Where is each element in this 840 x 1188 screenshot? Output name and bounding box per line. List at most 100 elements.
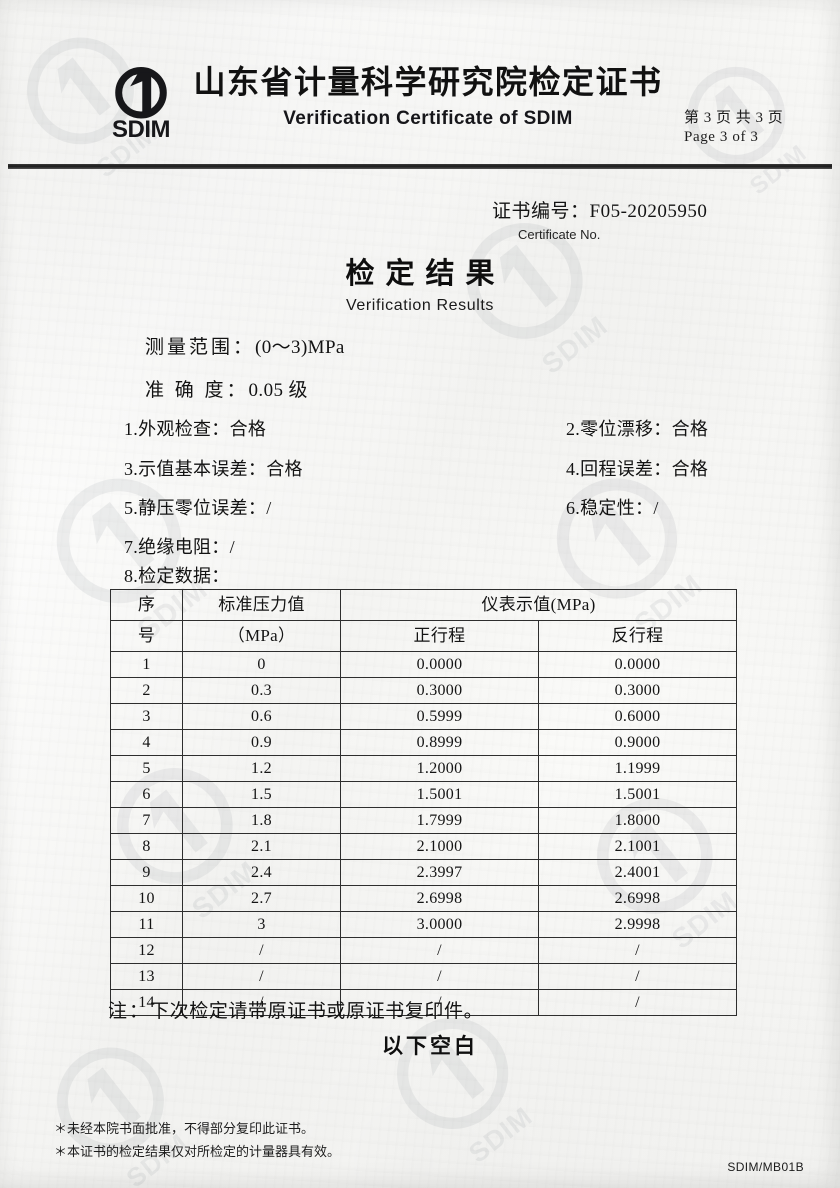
- header-forward: 正行程: [340, 620, 539, 652]
- watermark-label: SDIM: [463, 1101, 539, 1169]
- table-row: 7 1.8 1.7999 1.8000: [110, 807, 738, 834]
- blank-below-notice: 以下空白: [382, 1034, 478, 1058]
- cell-seq: 1: [110, 651, 183, 678]
- cell-standard: 1.8: [182, 807, 341, 834]
- document-title-en: Verification Certificate of SDIM: [283, 108, 573, 129]
- certificate-number-label: 证书编号：: [492, 201, 590, 222]
- cell-forward: 1.2000: [340, 755, 539, 782]
- header-reverse: 反行程: [537, 620, 738, 652]
- cell-forward: 0.5999: [340, 703, 539, 730]
- table-row: 10 2.7 2.6998 2.6998: [110, 885, 738, 912]
- header-standard-line2: （MPa）: [182, 620, 341, 652]
- header-seq-line2: 号: [110, 620, 183, 652]
- cell-seq: 5: [110, 755, 183, 782]
- cell-standard: 1.5: [182, 781, 341, 808]
- table-row: 3 0.6 0.5999 0.6000: [110, 703, 738, 730]
- result-item-label: 零位漂移：: [580, 419, 672, 439]
- result-item-4: 4.回程误差：合格: [566, 455, 708, 481]
- accuracy-label: 准 确 度：: [145, 380, 249, 401]
- cell-reverse: /: [537, 989, 738, 1016]
- table-row: 4 0.9 0.8999 0.9000: [110, 729, 738, 756]
- cell-seq: 2: [110, 677, 183, 704]
- measurement-range-value: (0～3)MPa: [255, 337, 345, 358]
- cell-forward: 3.0000: [340, 911, 539, 938]
- result-item-value: 合格: [671, 459, 709, 479]
- result-item-value: /: [266, 498, 272, 518]
- sdim-logo: SDIM: [103, 66, 179, 143]
- verification-data-table: 序 标准压力值 仪表示值(MPa) 号 （MPa） 正行程 反行程 1 0 0.…: [110, 589, 738, 1016]
- result-item-label: 绝缘电阻：: [138, 537, 230, 557]
- cell-seq: 12: [110, 937, 183, 964]
- cell-seq: 6: [110, 781, 183, 808]
- result-item-value: /: [653, 498, 659, 518]
- cell-seq: 3: [110, 703, 183, 730]
- result-item-label: 外观检查：: [138, 419, 230, 439]
- cell-forward: 0.3000: [340, 677, 539, 704]
- cell-standard: 0.9: [182, 729, 341, 756]
- table-row: 5 1.2 1.2000 1.1999: [110, 755, 738, 782]
- footer-note-1: ＊未经本院书面批准，不得部分复印此证书。: [54, 1121, 315, 1136]
- result-item-7: 7.绝缘电阻：/: [124, 533, 235, 559]
- results-title-cn: 检定结果: [345, 258, 506, 290]
- cell-standard: 2.7: [182, 885, 341, 912]
- result-item-no: 6.: [566, 498, 581, 518]
- accuracy-value: 0.05 级: [248, 380, 308, 401]
- cell-forward: 2.6998: [340, 885, 539, 912]
- document-header: SDIM 山东省计量科学研究院检定证书 Verification Certifi…: [0, 0, 840, 169]
- measurement-range-label: 测量范围：: [145, 337, 256, 358]
- note-line: 注：下次检定请带原证书或原证书复印件。: [108, 996, 483, 1023]
- cell-standard: /: [182, 937, 341, 964]
- page-indicator-cn: 第 3 页 共 3 页: [684, 110, 784, 126]
- table-header-row-1: 序 标准压力值 仪表示值(MPa): [110, 589, 738, 621]
- cell-forward: /: [340, 937, 539, 964]
- table-row: 11 3 3.0000 2.9998: [110, 911, 738, 938]
- cell-seq: 9: [110, 859, 183, 886]
- result-item-6: 6.稳定性：/: [566, 494, 659, 520]
- note-text: 下次检定请带原证书或原证书复印件。: [150, 1001, 484, 1022]
- cell-standard: 2.1: [182, 833, 341, 860]
- note-label: 注：: [108, 1001, 151, 1022]
- header-standard-line1: 标准压力值: [182, 589, 341, 621]
- measurement-range-line: 测量范围：(0～3)MPa: [145, 332, 345, 359]
- result-item-5: 5.静压零位误差：/: [124, 494, 272, 520]
- cell-reverse: 1.5001: [537, 781, 738, 808]
- cell-seq: 10: [110, 885, 183, 912]
- cell-standard: 0: [182, 651, 341, 678]
- page-indicator: 第 3 页 共 3 页 Page 3 of 3: [684, 106, 824, 146]
- result-item-8: 8.检定数据：: [124, 562, 230, 588]
- result-item-no: 2.: [566, 419, 581, 439]
- cell-reverse: 0.6000: [537, 703, 738, 730]
- cell-reverse: 2.1001: [537, 833, 738, 860]
- footer-notes: ＊未经本院书面批准，不得部分复印此证书。 ＊本证书的检定结果仅对所检定的计量器具…: [54, 1118, 340, 1164]
- result-item-1: 1.外观检查：合格: [124, 415, 266, 441]
- header-seq-line1: 序: [110, 589, 183, 621]
- table-row: 6 1.5 1.5001 1.5001: [110, 781, 738, 808]
- result-item-no: 3.: [124, 459, 139, 479]
- certificate-number-block: 证书编号：F05-20205950 Certificate No.: [492, 196, 707, 242]
- sdim-circle-one-icon: [115, 66, 167, 119]
- result-item-2: 2.零位漂移：合格: [566, 415, 708, 441]
- table-body: 1 0 0.0000 0.0000 2 0.3 0.3000 0.3000 3 …: [110, 651, 738, 1016]
- cell-standard: /: [182, 963, 341, 990]
- sdim-logo-text: SDIM: [112, 116, 171, 143]
- table-header-row-2: 号 （MPa） 正行程 反行程: [110, 620, 738, 652]
- cell-forward: 1.5001: [340, 781, 539, 808]
- table-row: 13 / / /: [110, 963, 738, 990]
- table-row: 1 0 0.0000 0.0000: [110, 651, 738, 678]
- result-item-value: /: [229, 537, 235, 557]
- cell-forward: 0.8999: [340, 729, 539, 756]
- header-divider: [8, 164, 832, 169]
- cell-reverse: 1.8000: [537, 807, 738, 834]
- cell-seq: 4: [110, 729, 183, 756]
- result-item-label: 检定数据：: [138, 566, 230, 586]
- result-item-no: 8.: [124, 566, 139, 586]
- cell-reverse: 0.3000: [537, 677, 738, 704]
- result-item-value: 合格: [229, 419, 267, 439]
- document-title-block: 山东省计量科学研究院检定证书 Verification Certificate …: [178, 62, 678, 130]
- table-row: 14 / / /: [110, 989, 738, 1016]
- cell-reverse: 2.6998: [537, 885, 738, 912]
- cell-reverse: 2.4001: [537, 859, 738, 886]
- result-item-value: 合格: [266, 459, 303, 479]
- footer-form-code: SDIM/MB01B: [727, 1160, 804, 1174]
